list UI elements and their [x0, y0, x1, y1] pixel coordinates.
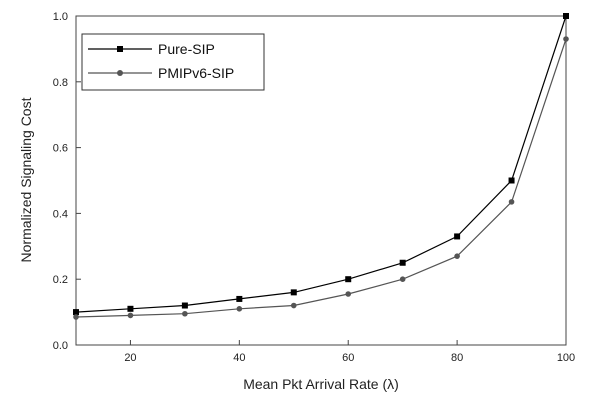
legend-box	[81, 33, 265, 91]
x-tick-label: 100	[557, 352, 575, 364]
y-axis-title: Normalized Signaling Cost	[18, 97, 34, 262]
data-point-pmipv6-sip	[345, 291, 352, 297]
legend: Pure-SIP PMIPv6-SIP	[81, 33, 265, 91]
series-layer	[73, 13, 569, 320]
y-tick-label: 0.8	[53, 77, 68, 89]
x-axis: 20 40 60 80 100	[124, 340, 575, 364]
data-point-pmipv6-sip	[73, 314, 79, 320]
data-point-pmipv6-sip	[236, 306, 243, 312]
data-point-pure-sip	[508, 177, 515, 184]
y-tick-label: 1.0	[53, 11, 68, 23]
data-point-pure-sip	[290, 289, 297, 296]
data-point-pure-sip	[181, 302, 188, 309]
y-axis: 0.0 0.2 0.4 0.6 0.8 1.0	[53, 11, 81, 352]
y-tick-label: 0.6	[53, 143, 68, 155]
data-point-pure-sip	[127, 305, 134, 312]
y-tick-label: 0.4	[53, 208, 68, 220]
x-tick-label: 60	[342, 352, 354, 364]
data-point-pmipv6-sip	[563, 36, 569, 42]
x-tick-label: 40	[233, 352, 245, 364]
data-point-pmipv6-sip	[182, 310, 188, 317]
y-tick-label: 0.0	[53, 340, 68, 352]
legend-label-pure-sip: Pure-SIP	[158, 41, 215, 57]
x-axis-title: Mean Pkt Arrival Rate (λ)	[243, 376, 399, 392]
data-point-pure-sip	[563, 13, 569, 19]
data-point-pmipv6-sip	[127, 312, 134, 319]
data-point-pure-sip	[345, 276, 352, 283]
legend-marker-pure-sip	[117, 46, 123, 52]
data-point-pure-sip	[454, 233, 461, 240]
data-point-pmipv6-sip	[399, 276, 406, 283]
data-point-pmipv6-sip	[508, 199, 515, 205]
data-point-pmipv6-sip	[454, 253, 460, 259]
data-point-pmipv6-sip	[290, 302, 297, 309]
x-tick-label: 20	[124, 352, 136, 364]
y-tick-label: 0.2	[53, 274, 68, 286]
data-point-pure-sip	[73, 309, 79, 316]
x-tick-label: 80	[451, 352, 463, 364]
legend-marker-pmipv6-sip	[117, 70, 123, 76]
series-line-pmipv6-sip	[75, 38, 567, 318]
data-point-pure-sip	[236, 295, 243, 302]
data-point-pure-sip	[399, 259, 406, 266]
legend-label-pmipv6-sip: PMIPv6-SIP	[158, 65, 234, 81]
series-line-pure-sip	[75, 15, 567, 313]
